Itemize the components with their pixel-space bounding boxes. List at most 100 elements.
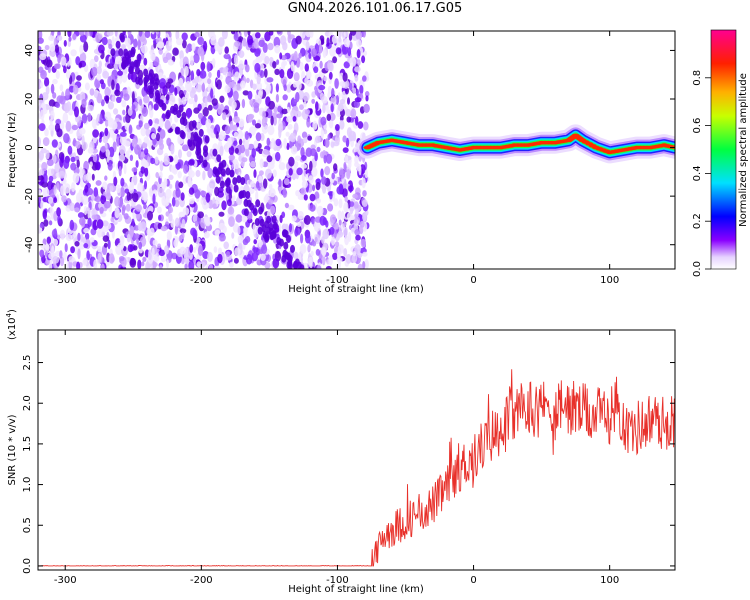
noise-blob xyxy=(145,261,150,269)
noise-blob xyxy=(182,144,189,152)
noise-blob xyxy=(132,245,138,251)
streak-blob xyxy=(236,175,242,184)
noise-blob xyxy=(276,31,282,35)
noise-blob xyxy=(99,132,103,140)
noise-blob xyxy=(201,82,205,93)
noise-blob xyxy=(94,55,99,63)
noise-blob xyxy=(100,263,105,269)
noise-blob xyxy=(253,105,260,113)
noise-blob xyxy=(312,120,318,130)
noise-blob xyxy=(158,249,166,257)
noise-blob xyxy=(38,37,44,44)
noise-blob xyxy=(81,113,88,124)
noise-blob xyxy=(290,61,295,72)
noise-blob xyxy=(283,84,287,92)
noise-blob xyxy=(194,220,199,227)
bottom-y-tick-label: 2.5 xyxy=(22,355,33,371)
noise-blob xyxy=(273,106,278,113)
noise-blob xyxy=(334,222,339,230)
noise-blob xyxy=(38,45,42,52)
noise-blob xyxy=(207,78,212,85)
noise-blob xyxy=(95,180,102,186)
noise-blob xyxy=(188,198,195,205)
noise-blob xyxy=(261,244,268,255)
noise-blob xyxy=(342,72,348,82)
noise-blob xyxy=(266,137,271,146)
noise-blob xyxy=(111,95,116,103)
noise-blob xyxy=(291,173,297,180)
noise-blob xyxy=(42,137,50,147)
noise-blob xyxy=(253,239,257,245)
noise-blob xyxy=(315,182,321,191)
noise-blob xyxy=(185,81,192,92)
noise-blob xyxy=(343,162,347,170)
noise-blob xyxy=(80,233,84,243)
noise-blob xyxy=(89,88,95,96)
noise-blob xyxy=(293,81,298,88)
noise-blob xyxy=(54,44,60,53)
noise-blob xyxy=(76,261,81,269)
noise-blob xyxy=(187,159,195,166)
noise-blob xyxy=(148,119,153,127)
noise-blob xyxy=(148,104,152,116)
noise-blob xyxy=(74,106,79,118)
noise-blob xyxy=(108,43,113,50)
noise-blob xyxy=(195,83,203,93)
streak-blob xyxy=(240,177,246,185)
svg-text:(x104): (x104) xyxy=(5,309,18,340)
noise-blob xyxy=(105,149,111,158)
streak-blob xyxy=(276,237,282,245)
noise-blob xyxy=(131,91,135,103)
streak-blob xyxy=(258,206,264,215)
streak-blob xyxy=(212,148,218,157)
noise-blob xyxy=(219,234,226,242)
noise-blob xyxy=(96,93,103,104)
noise-blob xyxy=(155,172,159,179)
noise-blob xyxy=(247,113,255,120)
noise-blob xyxy=(41,161,48,172)
noise-blob xyxy=(125,203,131,212)
noise-blob xyxy=(300,187,306,195)
noise-blob xyxy=(311,91,316,98)
streak-blob xyxy=(266,215,272,224)
noise-blob xyxy=(306,79,314,87)
streak-blob xyxy=(198,155,204,164)
noise-blob xyxy=(269,188,276,198)
noise-blob xyxy=(263,178,268,189)
noise-blob xyxy=(232,124,238,132)
noise-blob xyxy=(114,196,120,207)
noise-blob xyxy=(156,41,164,49)
noise-blob xyxy=(295,110,302,118)
noise-blob xyxy=(46,59,53,68)
noise-blob xyxy=(71,182,76,193)
noise-blob xyxy=(59,256,65,267)
noise-blob xyxy=(301,155,307,161)
streak-blob xyxy=(215,175,221,184)
noise-blob xyxy=(148,187,153,197)
noise-blob xyxy=(319,92,325,101)
noise-blob xyxy=(210,88,214,99)
noise-blob xyxy=(188,170,195,178)
noise-blob xyxy=(66,61,71,67)
noise-blob xyxy=(83,41,89,53)
bottom-y-tick-label: 0.0 xyxy=(22,558,33,574)
noise-blob xyxy=(254,123,262,129)
noise-blob xyxy=(338,198,343,209)
noise-blob xyxy=(209,179,216,189)
noise-blob xyxy=(194,76,199,84)
noise-blob xyxy=(313,221,321,232)
streak-blob xyxy=(299,272,304,280)
noise-blob xyxy=(63,158,70,169)
noise-blob xyxy=(170,144,175,155)
noise-blob xyxy=(140,221,147,232)
noise-blob xyxy=(330,103,334,113)
noise-blob xyxy=(241,98,246,109)
noise-blob xyxy=(300,147,305,158)
noise-blob xyxy=(196,122,202,130)
streak-blob xyxy=(290,244,295,253)
noise-blob xyxy=(344,196,348,203)
noise-blob xyxy=(266,83,272,93)
noise-blob xyxy=(174,217,180,227)
noise-blob xyxy=(55,63,61,69)
colorbar-tick-label: 0.4 xyxy=(692,165,703,181)
